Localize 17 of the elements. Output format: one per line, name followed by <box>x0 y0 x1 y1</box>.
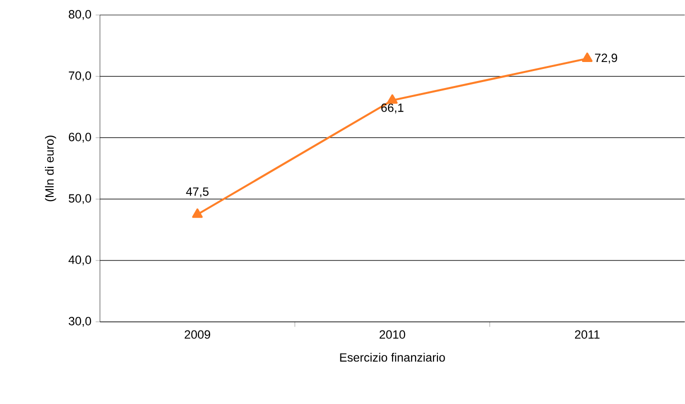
x-tick-label: 2009 <box>184 330 210 339</box>
point <box>387 94 398 104</box>
x-tick-label: 2011 <box>574 330 600 339</box>
data-label: 47,5 <box>186 188 209 198</box>
y-tick-label: 80,0 <box>68 10 92 20</box>
y-tick-label: 40,0 <box>68 256 92 266</box>
x-axis-title: Esercizio finanziario <box>340 353 445 362</box>
point <box>192 208 203 218</box>
data-label: 72,9 <box>595 54 618 64</box>
y-tick-label: 30,0 <box>68 317 92 327</box>
y-axis-title: (Mln di euro) <box>44 136 56 202</box>
x-tick-label: 2010 <box>380 330 406 339</box>
data-label: 66,1 <box>381 104 404 114</box>
y-tick-label: 70,0 <box>68 72 92 82</box>
y-tick-label: 50,0 <box>68 194 92 204</box>
y-tick-label: 60,0 <box>68 132 92 143</box>
point <box>582 52 593 62</box>
